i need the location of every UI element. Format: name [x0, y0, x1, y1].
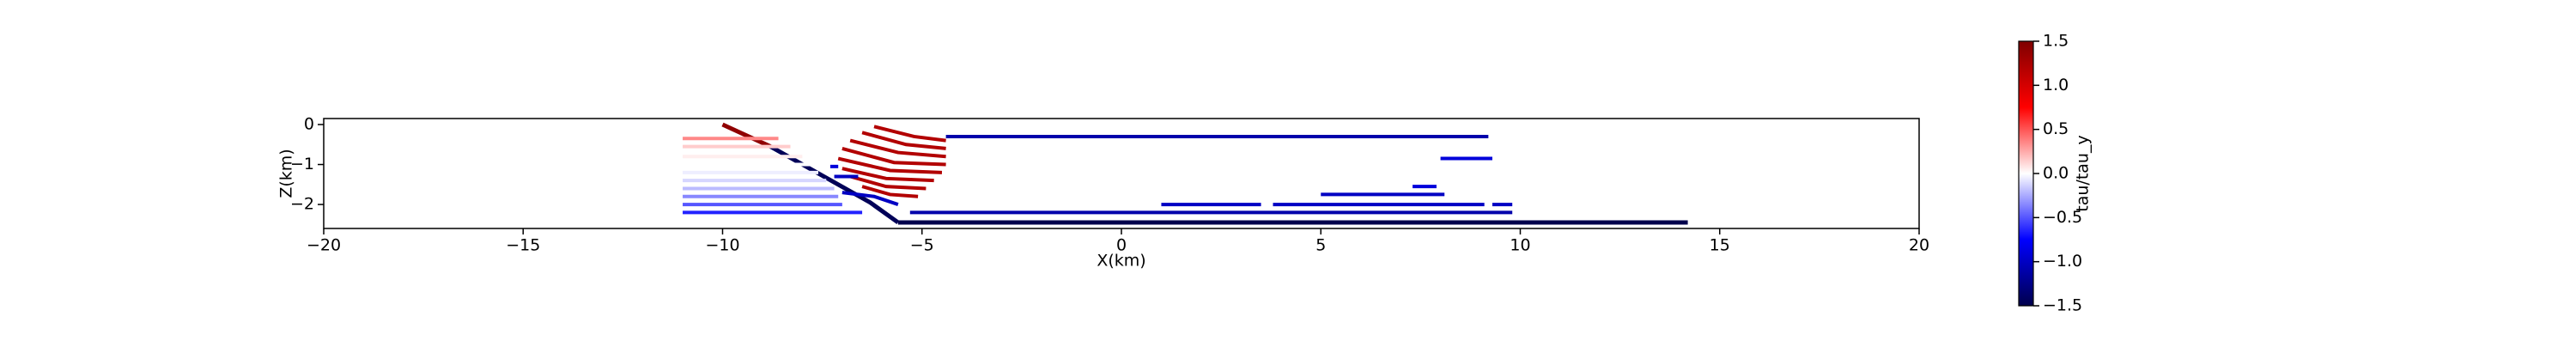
x-tick-label: 15: [1710, 236, 1730, 255]
colorbar-label: tau/tau_y: [2074, 135, 2093, 211]
fault-segment: [873, 125, 946, 143]
fault-segment: [721, 122, 772, 149]
colorbar-tick-label: −1.5: [2043, 296, 2082, 315]
fault-segment: [841, 191, 899, 206]
x-tick-label: 0: [1116, 236, 1127, 255]
x-tick-label: 5: [1315, 236, 1326, 255]
colorbar-tick-label: −1.0: [2043, 252, 2082, 271]
colorbar: [2018, 40, 2034, 307]
fault-segment: [841, 146, 946, 167]
y-tick-label: 0: [304, 114, 314, 133]
colorbar-tick-label: −0.5: [2043, 208, 2082, 227]
colorbar-tick-label: 1.5: [2043, 32, 2069, 51]
colorbar-tick-label: 1.0: [2043, 76, 2069, 94]
x-tick-label: −10: [705, 236, 739, 255]
fault-segment: [861, 131, 946, 150]
x-tick-label: −5: [910, 236, 934, 255]
fault-segment: [849, 174, 927, 191]
fault-segment: [849, 138, 946, 159]
fault-segment: [837, 156, 943, 174]
y-tick-label: −2: [290, 195, 314, 214]
fault-segment: [861, 185, 919, 198]
x-tick-label: 20: [1909, 236, 1929, 255]
x-tick-label: −15: [506, 236, 540, 255]
x-tick-label: −20: [307, 236, 341, 255]
colorbar-tick-label: 0.5: [2043, 119, 2069, 138]
colorbar-tick-label: 0.0: [2043, 164, 2069, 183]
y-axis-label: Z(km): [277, 149, 296, 198]
x-tick-label: 10: [1510, 236, 1530, 255]
y-tick-label: −1: [290, 155, 314, 174]
fault-segment: [841, 167, 934, 183]
x-axis-label: X(km): [1097, 252, 1145, 271]
